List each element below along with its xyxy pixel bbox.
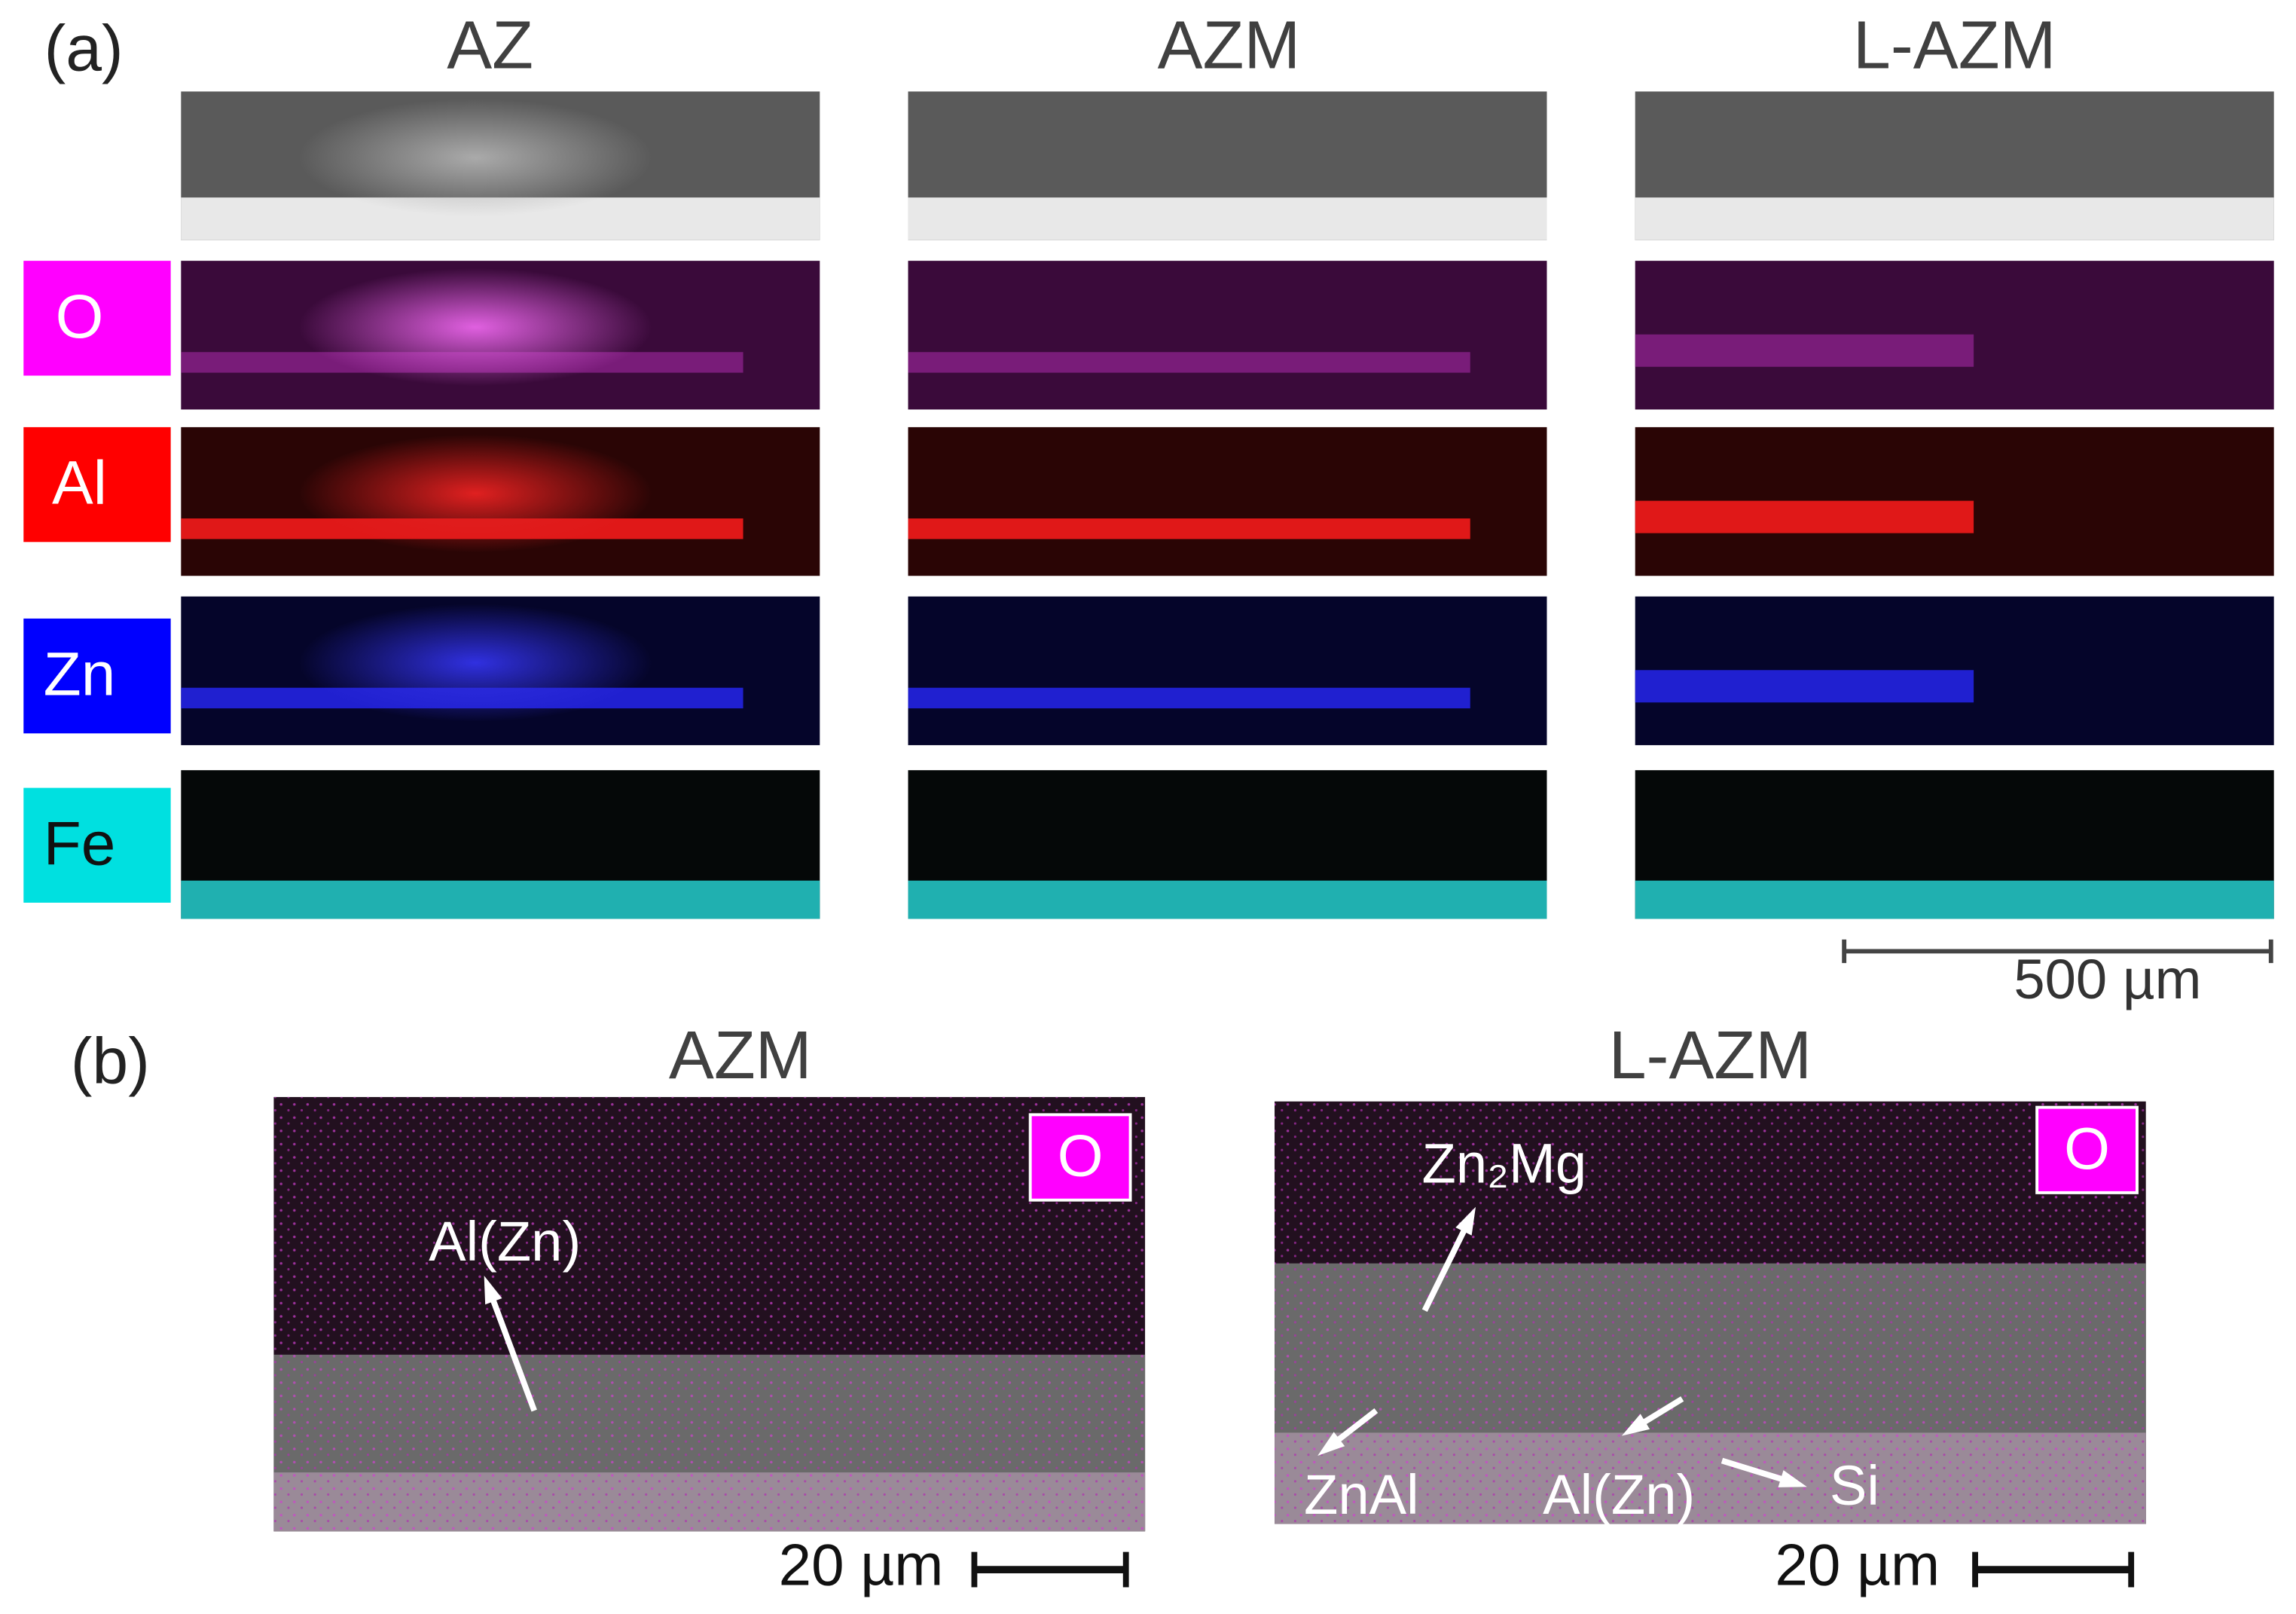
corrosion-product — [298, 267, 652, 387]
substrate — [1635, 880, 2274, 919]
element-label: O — [56, 283, 104, 351]
annotation: ZnAl — [1304, 1463, 1419, 1526]
corrosion-product — [298, 604, 652, 722]
oxygen-dots — [273, 1096, 1146, 1532]
annotation: Si — [1830, 1454, 1879, 1517]
badge-box — [1028, 1113, 1132, 1202]
column-title: L-AZM — [1853, 8, 2056, 83]
element-label-box — [23, 261, 171, 376]
arrow-head — [1455, 1206, 1476, 1236]
annotation: Al(Zn) — [429, 1210, 581, 1273]
corrosion-product — [298, 434, 652, 552]
element-label: Zn — [44, 640, 116, 709]
panel-label: (b) — [71, 1026, 150, 1098]
coating-band — [1635, 334, 1974, 367]
element-label: Fe — [44, 809, 116, 878]
element-label-box — [23, 787, 171, 903]
badge-box — [2035, 1105, 2139, 1194]
image-title: AZM — [669, 1018, 812, 1093]
arrow — [484, 1282, 537, 1412]
element-label-box — [23, 618, 171, 734]
coating-band — [908, 518, 1470, 540]
arrow-head — [1317, 1432, 1345, 1456]
panel-label: (a) — [44, 12, 124, 84]
badge-label: O — [1058, 1123, 1104, 1189]
column-title: AZM — [1158, 8, 1301, 83]
substrate — [908, 880, 1547, 919]
scale-bar-label: 20 µm — [1775, 1532, 1940, 1598]
map-image — [908, 596, 1547, 745]
arrow-head — [484, 1276, 502, 1305]
arrow-head — [1621, 1414, 1650, 1436]
coating-band — [908, 352, 1470, 373]
map-image — [908, 261, 1547, 410]
coating-band — [1635, 670, 1974, 703]
corrosion-product — [298, 99, 652, 217]
map-image — [908, 426, 1547, 576]
badge-label: O — [2064, 1115, 2110, 1181]
annotation: Al(Zn) — [1543, 1463, 1695, 1526]
image-title: L-AZM — [1609, 1018, 1812, 1093]
column-title: AZ — [447, 8, 533, 83]
annotation: Zn₂Mg — [1422, 1132, 1587, 1194]
scale-bar-label: 500 µm — [2014, 948, 2201, 1010]
scale-bar-label: 20 µm — [779, 1532, 944, 1598]
oxygen-dots — [1275, 1101, 2146, 1524]
arrow-head — [1778, 1470, 1807, 1487]
substrate — [181, 880, 820, 919]
substrate — [1635, 197, 2274, 240]
coating-band — [1635, 500, 1974, 533]
element-label: Al — [52, 449, 107, 518]
coating-band — [908, 687, 1470, 709]
substrate — [908, 197, 1547, 240]
element-label-box — [23, 426, 171, 543]
